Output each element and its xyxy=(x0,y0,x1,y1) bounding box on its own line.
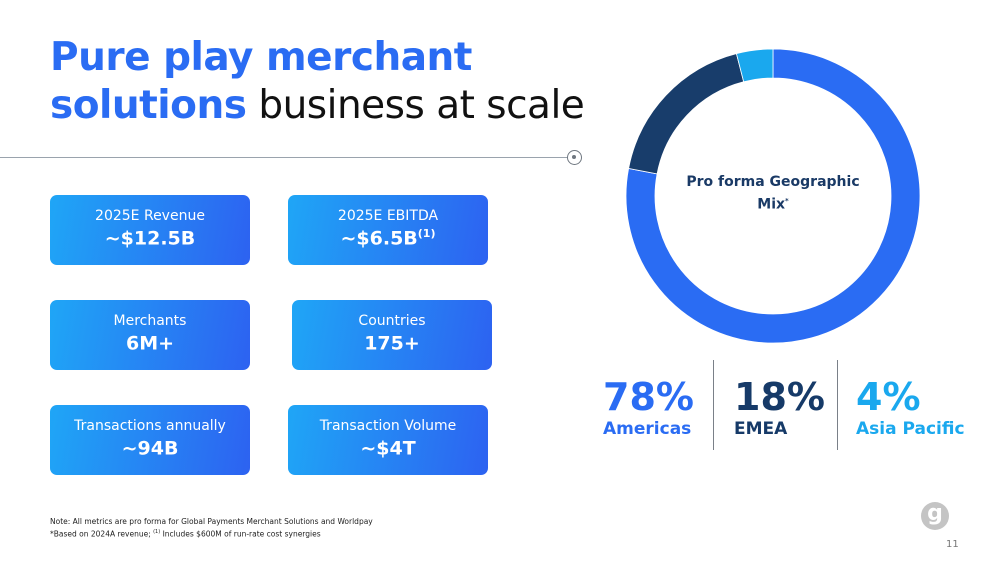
metric-card: Merchants 6M+ xyxy=(50,300,250,370)
metric-sup: (1) xyxy=(417,227,436,240)
divider-line xyxy=(0,157,568,158)
stat-divider xyxy=(837,360,838,450)
metric-label: Merchants xyxy=(113,313,187,329)
stat-emea: 18% EMEA xyxy=(734,376,825,439)
metric-value-text: ~$6.5B xyxy=(340,227,418,250)
footnote-line1: Note: All metrics are pro forma for Glob… xyxy=(50,517,373,526)
legend-label: Americas xyxy=(603,419,692,439)
metric-value: 175+ xyxy=(292,332,492,354)
slide-title: Pure play merchant solutions business at… xyxy=(50,34,585,130)
legend-label: Asia Pacific xyxy=(856,419,965,439)
donut-slice-emea xyxy=(628,53,745,175)
metric-card: 2025E EBITDA ~$6.5B(1) xyxy=(288,195,488,265)
metric-card: Countries 175+ xyxy=(292,300,492,370)
metric-label: 2025E Revenue xyxy=(95,208,205,224)
metric-label: Countries xyxy=(358,313,426,329)
target-dot-icon xyxy=(567,150,582,165)
title-line2-rest: business at scale xyxy=(246,83,585,128)
chart-title-sup: * xyxy=(785,197,789,205)
metric-value: 6M+ xyxy=(50,332,250,354)
footnote-line2b: Includes $600M of run-rate cost synergie… xyxy=(160,529,321,539)
metric-value-text: ~$4T xyxy=(360,437,416,460)
metric-card: 2025E Revenue ~$12.5B xyxy=(50,195,250,265)
title-line2-bold: solutions xyxy=(50,83,247,128)
metric-label: Transactions annually xyxy=(74,418,226,434)
data-label: 18% xyxy=(734,375,825,419)
legend-label: EMEA xyxy=(734,419,788,439)
footnote-sup: (1) xyxy=(153,529,161,535)
chart-title: Pro forma Geographic Mix xyxy=(686,174,860,213)
stat-asia-pacific: 4% Asia Pacific xyxy=(856,376,965,439)
footnote: Note: All metrics are pro forma for Glob… xyxy=(50,517,373,540)
stat-americas: 78% Americas xyxy=(603,376,694,439)
data-label: 78% xyxy=(603,375,694,419)
metric-value: ~$4T xyxy=(288,437,488,459)
metric-label: Transaction Volume xyxy=(319,418,457,434)
metric-value-text: ~94B xyxy=(121,437,179,460)
metric-value-text: ~$12.5B xyxy=(104,227,196,250)
company-logo: g xyxy=(921,502,949,530)
donut-center-label: Pro forma Geographic Mix* xyxy=(673,173,873,215)
donut-slice-asia-pacific xyxy=(735,48,774,83)
stat-divider xyxy=(713,360,714,450)
data-label: 4% xyxy=(856,375,921,419)
metric-value-text: 175+ xyxy=(364,332,420,355)
donut-slice-americas xyxy=(625,48,921,344)
metric-card: Transactions annually ~94B xyxy=(50,405,250,475)
title-line1: Pure play merchant xyxy=(50,35,472,80)
metric-value-text: 6M+ xyxy=(125,332,175,355)
metric-label: 2025E EBITDA xyxy=(337,208,439,224)
metric-card: Transaction Volume ~$4T xyxy=(288,405,488,475)
page-number: 11 xyxy=(946,539,959,550)
metric-value: ~$12.5B xyxy=(50,227,250,249)
metric-value: ~94B xyxy=(50,437,250,459)
footnote-line2a: *Based on 2024A revenue; xyxy=(50,529,154,539)
metric-value: ~$6.5B(1) xyxy=(288,227,488,249)
